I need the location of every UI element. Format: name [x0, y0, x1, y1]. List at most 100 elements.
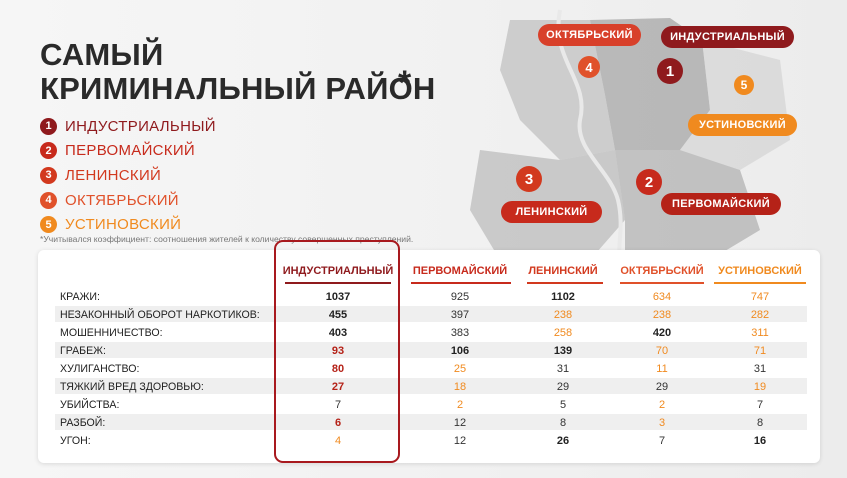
- table-cell: 634: [652, 291, 672, 303]
- table-cell: 1037: [325, 291, 351, 303]
- table-cell: 29: [556, 381, 570, 393]
- map-label-industrialny: ИНДУСТРИАЛЬНЫЙ: [661, 26, 794, 48]
- legend-label: ПЕРВОМАЙСКИЙ: [65, 142, 195, 160]
- row-label: УБИЙСТВА:: [60, 399, 120, 411]
- map-region-industrialny: [590, 18, 710, 150]
- table-cell: 27: [331, 381, 345, 393]
- row-stripe: [55, 306, 807, 322]
- legend-number: 3: [40, 166, 57, 184]
- legend-item-ustinovsky: 5 УСТИНОВСКИЙ: [40, 212, 216, 237]
- column-header-pervomaysky: ПЕРВОМАЙСКИЙ: [412, 265, 508, 277]
- table-cell: 925: [450, 291, 470, 303]
- row-label: ХУЛИГАНСТВО:: [60, 363, 140, 375]
- map-marker-1: 1: [657, 58, 683, 84]
- table-cell: 18: [453, 381, 467, 393]
- map-label-pervomaysky: ПЕРВОМАЙСКИЙ: [661, 193, 781, 215]
- title-line-1: САМЫЙ: [40, 37, 164, 72]
- table-cell: 26: [556, 435, 570, 447]
- map-river: [556, 9, 624, 260]
- page-title: САМЫЙ КРИМИНАЛЬНЫЙ РАЙОН: [40, 38, 436, 106]
- map-marker-4: 4: [578, 56, 600, 78]
- table-cell: 383: [450, 327, 470, 339]
- table-cell: 282: [750, 309, 770, 321]
- row-label: КРАЖИ:: [60, 291, 100, 303]
- table-cell: 70: [655, 345, 669, 357]
- table-cell: 25: [453, 363, 467, 375]
- table-cell: 5: [559, 399, 567, 411]
- column-underline: [411, 282, 511, 284]
- map-region-oktyabrsky: [500, 20, 615, 160]
- table-cell: 7: [756, 399, 764, 411]
- map-label-leninsky: ЛЕНИНСКИЙ: [501, 201, 602, 223]
- map-region-ustinovsky: [680, 40, 790, 170]
- legend-label: ЛЕНИНСКИЙ: [65, 166, 162, 184]
- legend-number: 4: [40, 191, 57, 209]
- table-cell: 7: [334, 399, 342, 411]
- table-cell: 2: [658, 399, 666, 411]
- table-cell: 93: [331, 345, 345, 357]
- table-cell: 12: [453, 435, 467, 447]
- table-cell: 19: [753, 381, 767, 393]
- legend-number: 5: [40, 216, 57, 234]
- table-cell: 8: [756, 417, 764, 429]
- row-label: МОШЕННИЧЕСТВО:: [60, 327, 163, 339]
- column-underline: [527, 282, 603, 284]
- legend-label: УСТИНОВСКИЙ: [65, 216, 182, 234]
- row-label: НЕЗАКОННЫЙ ОБОРОТ НАРКОТИКОВ:: [60, 309, 260, 321]
- table-cell: 29: [655, 381, 669, 393]
- table-cell: 8: [559, 417, 567, 429]
- legend-number: 1: [40, 117, 57, 135]
- legend-item-pervomaysky: 2 ПЕРВОМАЙСКИЙ: [40, 139, 216, 164]
- table-cell: 238: [553, 309, 573, 321]
- district-legend: 1 ИНДУСТРИАЛЬНЫЙ 2 ПЕРВОМАЙСКИЙ 3 ЛЕНИНС…: [40, 114, 216, 237]
- table-cell: 80: [331, 363, 345, 375]
- row-label: ТЯЖКИЙ ВРЕД ЗДОРОВЬЮ:: [60, 381, 204, 393]
- table-cell: 455: [328, 309, 348, 321]
- row-label: ГРАБЕЖ:: [60, 345, 106, 357]
- column-header-oktyabrsky: ОКТЯБРЬСКИЙ: [620, 265, 704, 277]
- table-cell: 2: [456, 399, 464, 411]
- legend-item-leninsky: 3 ЛЕНИНСКИЙ: [40, 163, 216, 188]
- row-stripe: [55, 414, 807, 430]
- table-cell: 403: [328, 327, 348, 339]
- row-label: УГОН:: [60, 435, 91, 447]
- legend-label: ИНДУСТРИАЛЬНЫЙ: [65, 117, 216, 135]
- table-cell: 4: [334, 435, 342, 447]
- legend-number: 2: [40, 142, 57, 160]
- table-cell: 6: [334, 417, 342, 429]
- table-cell: 3: [658, 417, 666, 429]
- table-cell: 71: [753, 345, 767, 357]
- table-cell: 7: [658, 435, 666, 447]
- column-header-ustinovsky: УСТИНОВСКИЙ: [718, 265, 802, 277]
- map-marker-2: 2: [636, 169, 662, 195]
- table-cell: 238: [652, 309, 672, 321]
- map-marker-3: 3: [516, 166, 542, 192]
- column-underline: [714, 282, 806, 284]
- table-cell: 747: [750, 291, 770, 303]
- table-cell: 106: [450, 345, 470, 357]
- table-cell: 31: [753, 363, 767, 375]
- map-marker-5: 5: [734, 75, 754, 95]
- table-cell: 31: [556, 363, 570, 375]
- table-cell: 16: [753, 435, 767, 447]
- row-label: РАЗБОЙ:: [60, 417, 106, 429]
- table-cell: 420: [652, 327, 672, 339]
- column-header-leninsky: ЛЕНИНСКИЙ: [528, 265, 598, 277]
- title-line-2: КРИМИНАЛЬНЫЙ РАЙОН: [40, 71, 436, 106]
- column-header-industrialny: ИНДУСТРИАЛЬНЫЙ: [282, 265, 394, 277]
- footnote: *Учитывался коэффициент: соотношения жит…: [40, 234, 414, 244]
- table-cell: 12: [453, 417, 467, 429]
- column-underline: [285, 282, 391, 284]
- table-cell: 139: [553, 345, 573, 357]
- legend-label: ОКТЯБРЬСКИЙ: [65, 191, 179, 209]
- map-label-ustinovsky: УСТИНОВСКИЙ: [688, 114, 797, 136]
- legend-item-industrialny: 1 ИНДУСТРИАЛЬНЫЙ: [40, 114, 216, 139]
- table-cell: 11: [656, 363, 668, 375]
- table-cell: 1102: [551, 291, 575, 303]
- table-cell: 258: [553, 327, 573, 339]
- column-underline: [620, 282, 704, 284]
- table-cell: 397: [450, 309, 470, 321]
- map-label-oktyabrsky: ОКТЯБРЬСКИЙ: [538, 24, 641, 46]
- legend-item-oktyabrsky: 4 ОКТЯБРЬСКИЙ: [40, 188, 216, 213]
- row-stripe: [55, 378, 807, 394]
